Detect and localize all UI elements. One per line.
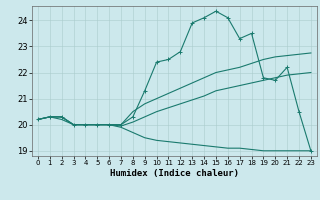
X-axis label: Humidex (Indice chaleur): Humidex (Indice chaleur) [110,169,239,178]
